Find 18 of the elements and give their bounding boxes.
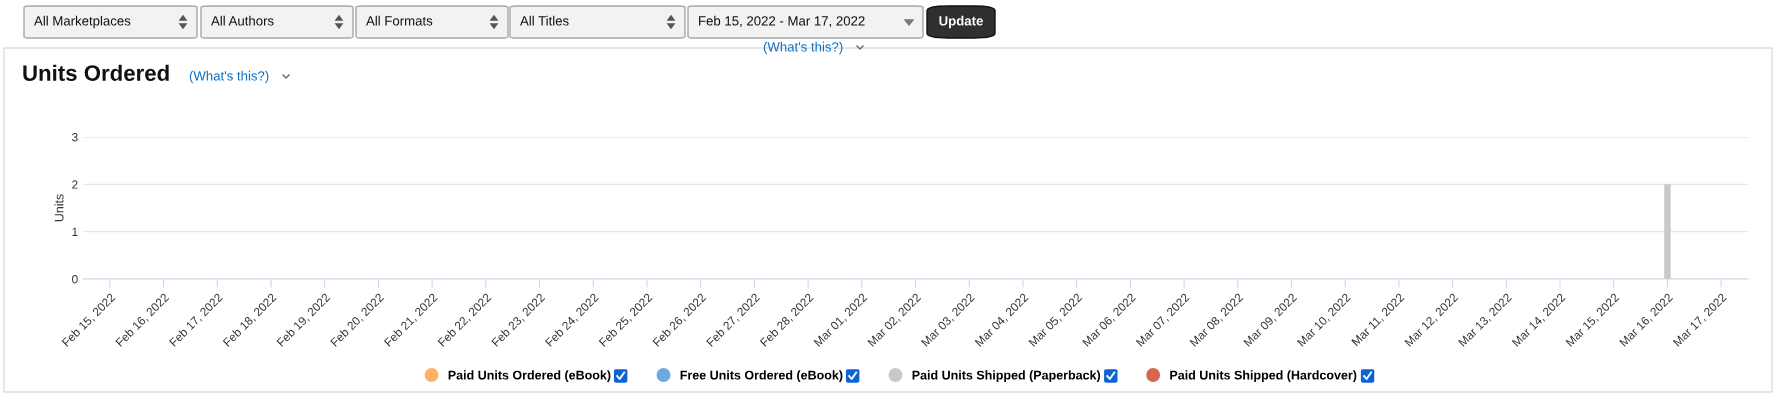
text: Feb 15, 2022 - Mar 17, 2022 (699, 15, 865, 28)
text: All Authors (211, 15, 274, 26)
legend-label: Paid Units Shipped (Paperback) (912, 370, 1101, 382)
text: All Marketplaces (34, 15, 131, 29)
text: All Titles (520, 15, 569, 26)
y-tick-label: 2 (72, 180, 78, 189)
legend-label: Free Units Ordered (eBook) (680, 370, 843, 382)
legend-label: Paid Units Ordered (eBook) (448, 370, 611, 382)
text: (What's this?) (763, 41, 843, 55)
text: Update (939, 15, 983, 29)
y-axis-title: Units (54, 194, 64, 222)
legend-label: Paid Units Shipped (Hardcover) (1170, 370, 1357, 382)
y-tick-label: 3 (72, 133, 78, 142)
chart-title: Units Ordered (23, 64, 169, 81)
y-tick-label: 0 (72, 275, 78, 284)
text: (What's this?) (189, 70, 269, 84)
y-tick-label: 1 (72, 227, 78, 236)
text: All Formats (366, 15, 433, 26)
